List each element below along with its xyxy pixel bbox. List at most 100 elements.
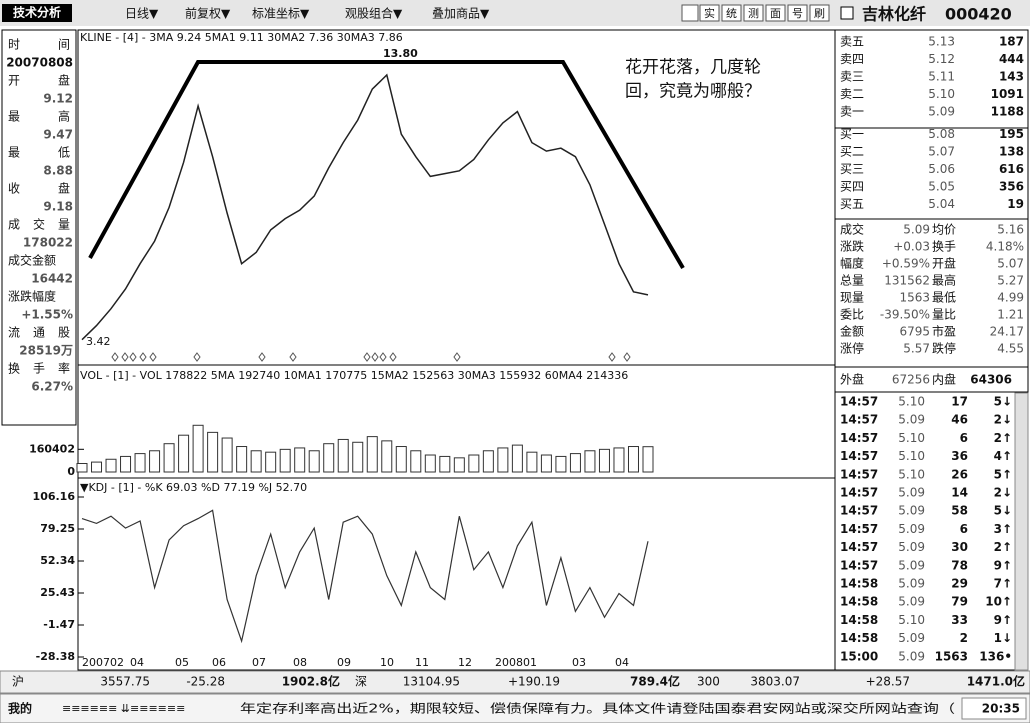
menu-item[interactable]: 前复权▼ (185, 6, 231, 21)
stat-label: 现量 (840, 291, 864, 305)
tool-button-box[interactable] (765, 4, 786, 22)
tool-button[interactable]: 刷 (814, 7, 825, 20)
info-value: +1.55% (21, 308, 73, 322)
high-label: 13.80 (383, 47, 418, 60)
volume-bar (569, 453, 581, 473)
tick-count: 5↑ (994, 467, 1012, 481)
tick-volume: 58 (951, 504, 968, 518)
stat-value: 24.17 (990, 325, 1024, 339)
event-marker (139, 352, 147, 362)
tool-button[interactable]: 统 (726, 7, 737, 20)
book-label: 买二 (840, 145, 864, 159)
stat-label: 量比 (932, 308, 956, 322)
toolbar (0, 0, 1030, 26)
tool-icon[interactable] (681, 4, 699, 22)
info-value: 9.12 (43, 92, 73, 106)
tick-count: 1↓ (994, 631, 1012, 645)
tool-button-box[interactable] (743, 4, 764, 22)
info-value: 9.18 (43, 200, 73, 214)
tool-button[interactable]: 测 (748, 7, 759, 20)
volume-bar (424, 454, 436, 473)
tick-volume: 2 (960, 631, 968, 645)
book-volume: 195 (999, 127, 1024, 141)
volume-bar (192, 424, 204, 473)
tool-button-box[interactable] (809, 4, 830, 22)
volume-bar (76, 463, 88, 473)
stat-label: 外盘 (840, 372, 864, 387)
tick-volume: 26 (951, 467, 968, 481)
tick-volume: 46 (951, 413, 968, 427)
stat-value: 131562 (884, 274, 930, 288)
tool-button[interactable]: 面 (770, 7, 781, 20)
tick-price: 5.09 (898, 631, 925, 645)
stat-value: +0.59% (882, 257, 930, 271)
tick-count: 10↑ (985, 595, 1012, 609)
info-label: 成交量 (8, 217, 70, 232)
stat-label: 最低 (932, 291, 956, 305)
volume-bar (439, 455, 451, 473)
tab[interactable] (2, 4, 72, 22)
event-marker (363, 352, 371, 362)
book-price: 5.12 (928, 52, 955, 66)
y-tick-label: -1.47 (43, 618, 75, 631)
volume-bar (613, 447, 625, 473)
book-label: 卖三 (840, 70, 864, 84)
annotation: 回，究竟为哪般？ (625, 82, 761, 102)
event-marker (389, 352, 397, 362)
stat-value: 5.27 (997, 274, 1024, 288)
book-volume: 19 (1007, 197, 1024, 211)
volume-bar (250, 450, 262, 473)
volume-bar (468, 454, 480, 473)
tool-button-box[interactable] (721, 4, 742, 22)
tick-time: 14:58 (840, 577, 878, 591)
book-volume: 138 (999, 145, 1024, 159)
menu-item[interactable]: 叠加商品▼ (432, 6, 490, 21)
tool-button[interactable]: 实 (704, 6, 715, 20)
scrollbar[interactable] (1014, 392, 1029, 671)
tick-volume: 79 (951, 595, 968, 609)
menu-item[interactable]: 观股组合▼ (345, 6, 403, 21)
x-label: 10 (380, 656, 394, 669)
book-price: 5.13 (928, 35, 955, 49)
index-value: 3557.75 (100, 675, 150, 689)
volume-bar (221, 437, 233, 473)
tick-time: 14:57 (840, 522, 878, 536)
stock-name: 吉林化纤 (862, 5, 926, 24)
event-marker (121, 352, 129, 362)
panel-header: KLINE - [4] - 3MA 9.24 5MA1 9.11 30MA2 7… (80, 31, 403, 44)
index-value: +190.19 (508, 675, 560, 689)
volume-bar (134, 453, 146, 473)
stat-label: 最高 (932, 273, 956, 288)
tool-button-box[interactable] (699, 4, 720, 22)
volume-bar (178, 434, 190, 473)
menu-item[interactable]: 日线▼ (125, 7, 159, 21)
volume-bar (497, 447, 509, 473)
panel-header: ▼KDJ - [1] - %K 69.03 %D 77.19 %J 52.70 (80, 481, 307, 494)
stat-label: 委比 (840, 308, 864, 322)
stat-value: 64306 (970, 373, 1012, 387)
event-marker (608, 352, 616, 362)
volume-bar (366, 436, 378, 473)
book-label: 买四 (840, 180, 864, 194)
x-label: 06 (212, 656, 226, 669)
stat-label: 总量 (840, 274, 864, 288)
y-tick-label: 52.34 (40, 554, 75, 567)
stat-label: 涨跌 (840, 239, 864, 254)
tool-button-box[interactable] (787, 4, 808, 22)
volume-bar (352, 441, 364, 473)
book-volume: 143 (999, 70, 1024, 84)
book-volume: 187 (999, 35, 1024, 49)
x-label: 200702 (82, 656, 124, 669)
info-value: 28519万 (19, 344, 73, 358)
x-label: 200801 (495, 656, 537, 669)
volume-bar (265, 451, 277, 473)
menu-item[interactable]: 标准坐标▼ (252, 7, 310, 21)
book-volume: 616 (999, 162, 1024, 176)
annotation: 花开花落，几度轮 (625, 58, 761, 78)
tool-button[interactable]: 号 (792, 7, 803, 20)
stat-label: 换手 (932, 240, 956, 254)
tick-count: 2↓ (994, 486, 1012, 500)
event-marker (623, 352, 631, 362)
volume-bar (105, 458, 117, 473)
logo: 我的 (8, 701, 32, 716)
